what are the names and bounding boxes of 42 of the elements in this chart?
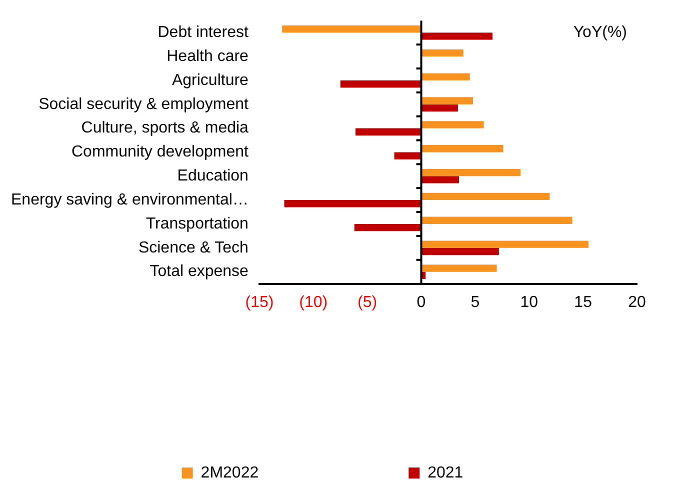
x-tick-label: 15 (574, 294, 592, 311)
x-tick-label: (10) (299, 294, 328, 311)
annotation: YoY(%) (573, 24, 627, 42)
y-tick-label: Transportation (146, 215, 248, 232)
bar (421, 104, 458, 112)
bar (421, 176, 460, 184)
legend-label: 2M2022 (200, 464, 259, 482)
y-tick-label: Culture, sports & media (81, 120, 249, 137)
bar (421, 216, 572, 224)
bar (421, 248, 499, 256)
bar (421, 97, 474, 104)
bar (355, 128, 422, 136)
y-tick-label: Health care (166, 48, 249, 65)
bar (340, 80, 422, 88)
x-tick-label: 10 (520, 294, 538, 311)
bar (282, 25, 422, 33)
bar (421, 32, 492, 40)
bar (354, 224, 422, 232)
x-tick-label: (15) (245, 294, 274, 311)
bar (421, 49, 464, 56)
y-tick-label: Education (177, 168, 248, 185)
bar (421, 168, 520, 176)
legend-label: 2021 (428, 464, 464, 482)
bar (421, 121, 484, 128)
bar (394, 152, 422, 160)
y-tick-label: Science & Tech (138, 239, 248, 256)
bar (421, 192, 550, 200)
bar (421, 145, 504, 152)
y-tick-label: Total expense (150, 263, 249, 280)
bar (421, 264, 497, 272)
x-tick-label: (5) (358, 294, 378, 311)
bar (421, 240, 588, 248)
x-tick-label: 0 (416, 294, 426, 311)
y-tick-label: Social security & employment (38, 96, 250, 113)
y-tick-label: Debt interest (158, 24, 249, 41)
x-tick-label: 20 (628, 294, 646, 311)
y-tick-label: Community development (71, 144, 250, 161)
bar (421, 73, 470, 80)
y-tick-label: Energy saving & environmental… (11, 191, 248, 208)
x-tick-label: 5 (470, 294, 480, 311)
y-tick-label: Agriculture (172, 72, 249, 89)
bar (284, 200, 422, 208)
